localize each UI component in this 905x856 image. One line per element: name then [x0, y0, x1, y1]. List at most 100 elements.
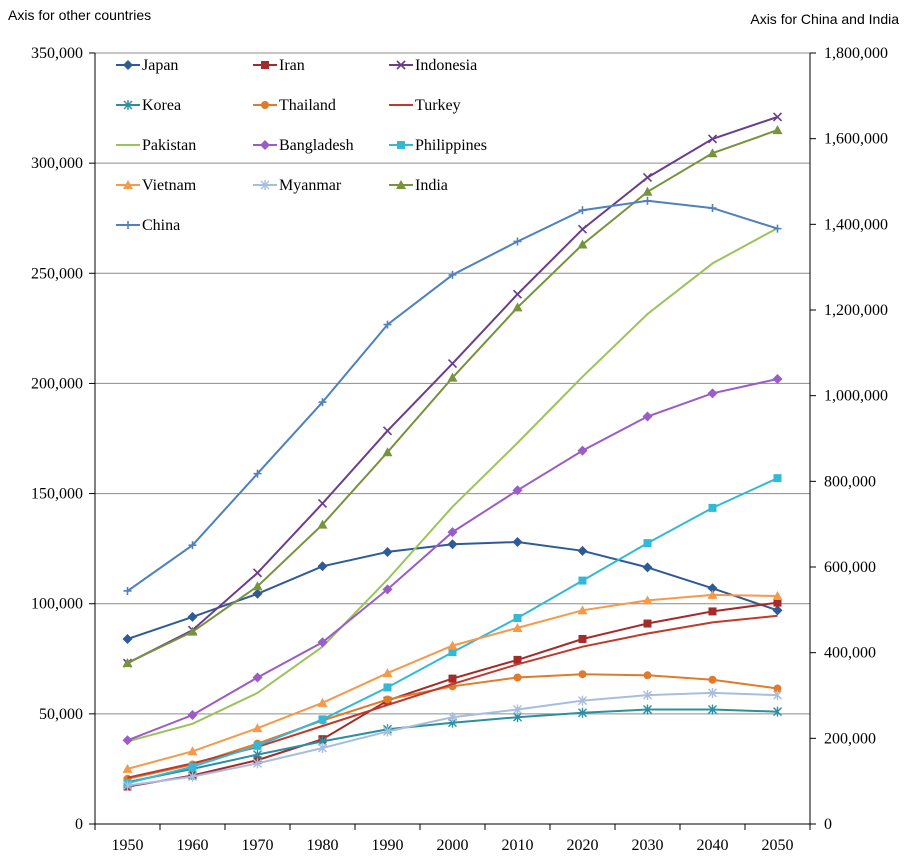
point-vietnam-1960 — [187, 746, 198, 756]
right-tick-label-1-800-000: 1,800,000 — [824, 45, 888, 62]
right-tick-label-600-000: 600,000 — [824, 559, 876, 576]
legend-item-vietnam: Vietnam — [116, 177, 197, 194]
point-china-1950 — [123, 586, 132, 595]
point-china-2050 — [773, 224, 782, 233]
series-lines — [122, 112, 783, 791]
point-india-1980 — [317, 519, 328, 529]
right-axis-ticks: 0 200,000 400,000 600,000 800,000 1,000,000 1,… — [810, 45, 888, 833]
point-indonesia-2030 — [642, 172, 653, 183]
x-tick-label-1970: 1970 — [242, 837, 274, 854]
point-bangladesh-1950 — [122, 735, 133, 746]
legend-item-pakistan: Pakistan — [116, 137, 196, 154]
left-tick-label-100-000: 100,000 — [31, 596, 83, 613]
legend-marker-china — [124, 221, 132, 229]
legend-item-philippines: Philippines — [389, 137, 487, 154]
legend-marker-india — [396, 180, 406, 189]
series-myanmar — [123, 687, 782, 791]
x-tick-label-2010: 2010 — [502, 837, 534, 854]
series-line-pakistan — [127, 227, 778, 743]
point-korea-2020 — [578, 707, 587, 718]
point-china-1980 — [318, 398, 327, 407]
point-china-2020 — [578, 206, 587, 215]
point-indonesia-1980 — [317, 498, 328, 509]
legend-label-philippines: Philippines — [415, 137, 487, 154]
legend-marker-vietnam — [123, 180, 133, 189]
point-japan-1970 — [252, 588, 263, 599]
legend-marker-iran — [261, 61, 269, 69]
point-india-2000 — [447, 372, 458, 382]
point-vietnam-1950 — [122, 763, 133, 773]
x-axis-ticks: 1950 1960 1970 1980 1990 2000 2010 2020 2030 2040… — [94, 824, 811, 854]
series-china — [123, 196, 782, 595]
legend-item-thailand: Thailand — [253, 97, 336, 114]
series-india — [122, 125, 783, 667]
point-philippines-1990 — [383, 683, 392, 692]
point-philippines-1980 — [318, 715, 327, 724]
point-china-2000 — [448, 270, 457, 279]
point-vietnam-2040 — [707, 589, 718, 599]
legend-marker-bangladesh — [260, 140, 270, 150]
point-myanmar-1980 — [318, 743, 327, 754]
point-china-1990 — [383, 320, 392, 329]
point-china-2040 — [708, 204, 717, 213]
legend-item-bangladesh: Bangladesh — [253, 137, 354, 154]
legend-item-japan: Japan — [116, 57, 178, 74]
point-china-2030 — [643, 196, 652, 205]
point-bangladesh-2000 — [447, 527, 458, 538]
point-vietnam-2010 — [512, 622, 523, 632]
point-india-2030 — [642, 186, 653, 196]
series-vietnam — [122, 589, 783, 773]
point-thailand-2040 — [708, 675, 717, 684]
series-indonesia — [122, 112, 783, 668]
legend-item-iran: Iran — [253, 57, 305, 74]
point-india-1960 — [187, 626, 198, 636]
point-vietnam-1970 — [252, 723, 263, 733]
point-india-2050 — [772, 125, 783, 135]
left-tick-label-150-000: 150,000 — [31, 486, 83, 503]
point-india-2020 — [577, 239, 588, 249]
legend-label-thailand: Thailand — [279, 97, 336, 114]
point-indonesia-2000 — [447, 359, 458, 369]
point-indonesia-1970 — [252, 568, 263, 578]
point-japan-2000 — [447, 539, 458, 550]
x-tick-label-2000: 2000 — [437, 837, 469, 854]
point-india-2010 — [512, 302, 523, 312]
left-tick-label-350-000: 350,000 — [31, 45, 83, 62]
legend-item-korea: Korea — [116, 97, 181, 114]
point-korea-2040 — [708, 704, 717, 715]
point-philippines-1970 — [253, 741, 262, 750]
point-thailand-2010 — [513, 673, 522, 682]
point-iran-2030 — [643, 619, 652, 628]
point-iran-2050 — [773, 598, 782, 607]
point-indonesia-2050 — [772, 112, 783, 122]
legend-label-indonesia: Indonesia — [415, 57, 477, 74]
point-vietnam-1990 — [382, 668, 393, 678]
legend-item-indonesia: Indonesia — [389, 57, 477, 74]
point-myanmar-2050 — [773, 690, 782, 701]
point-myanmar-2030 — [643, 690, 652, 701]
point-bangladesh-2010 — [512, 485, 523, 496]
point-bangladesh-1970 — [252, 672, 263, 683]
point-bangladesh-1980 — [317, 637, 328, 648]
point-japan-2010 — [512, 537, 523, 548]
point-philippines-2030 — [643, 539, 652, 548]
right-tick-label-0: 0 — [824, 816, 832, 833]
point-bangladesh-2050 — [772, 374, 783, 385]
legend-marker-japan — [123, 60, 133, 70]
series-bangladesh — [122, 374, 783, 746]
point-india-1990 — [382, 447, 393, 457]
left-tick-label-300-000: 300,000 — [31, 155, 83, 172]
point-philippines-1960 — [188, 762, 197, 771]
point-japan-2030 — [642, 562, 653, 573]
point-vietnam-2020 — [577, 605, 588, 615]
point-vietnam-2000 — [447, 640, 458, 650]
point-india-1970 — [252, 581, 263, 591]
x-tick-label-1950: 1950 — [112, 837, 144, 854]
point-myanmar-2010 — [513, 704, 522, 715]
right-tick-label-800-000: 800,000 — [824, 473, 876, 490]
point-china-2010 — [513, 237, 522, 246]
point-philippines-2040 — [708, 503, 717, 512]
point-iran-2000 — [448, 674, 457, 683]
point-japan-1990 — [382, 546, 393, 557]
